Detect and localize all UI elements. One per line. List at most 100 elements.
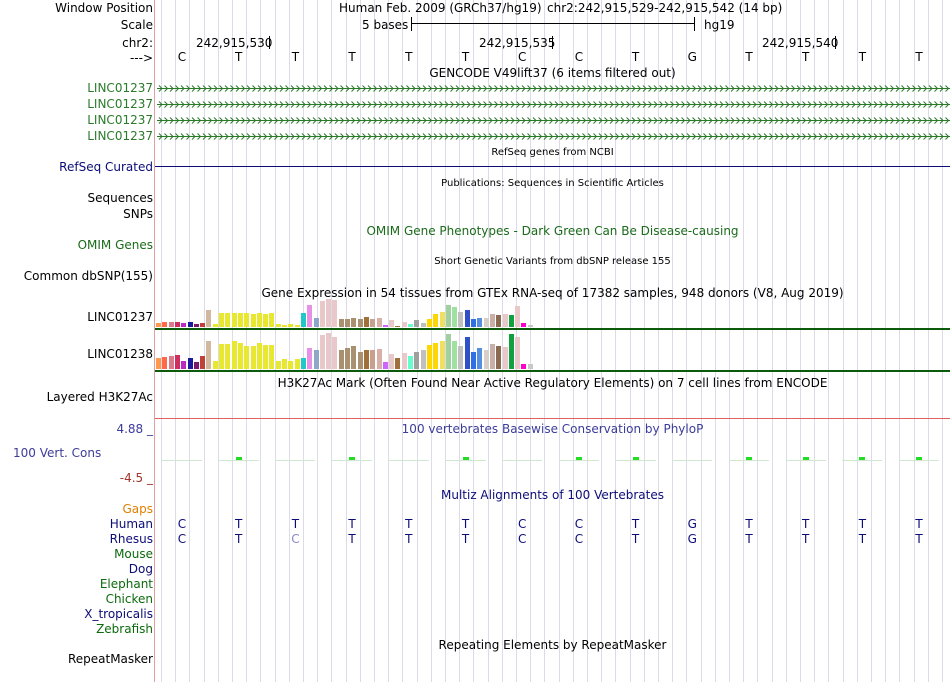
gtex-tissue-bar[interactable]: [181, 323, 187, 327]
gencode-transcript-4[interactable]: [157, 132, 950, 141]
multiz-species-label[interactable]: X_tropicalis: [84, 607, 153, 621]
gtex-tissue-bar[interactable]: [433, 314, 439, 327]
gtex-tissue-bar[interactable]: [363, 350, 369, 369]
gtex-tissue-bar[interactable]: [464, 310, 470, 327]
gtex-tissue-bar[interactable]: [269, 345, 275, 369]
multiz-species-label[interactable]: Chicken: [105, 592, 153, 606]
multiz-species-label[interactable]: Zebrafish: [96, 622, 153, 636]
gtex-title[interactable]: Gene Expression in 54 tissues from GTEx …: [261, 286, 844, 300]
gtex-tissue-bar[interactable]: [445, 334, 451, 369]
gtex-tissue-bar[interactable]: [212, 361, 218, 369]
gtex-tissue-bar[interactable]: [521, 364, 527, 369]
gtex-tissue-bar[interactable]: [471, 319, 476, 327]
gencode-item-2[interactable]: LINC01237: [87, 97, 153, 111]
gtex-tissue-bar[interactable]: [244, 346, 250, 369]
omim-title[interactable]: OMIM Gene Phenotypes - Dark Green Can Be…: [366, 224, 739, 238]
gtex-tissue-bar[interactable]: [376, 349, 382, 369]
gencode-item-3[interactable]: LINC01237: [87, 113, 153, 127]
gtex-tissue-bar[interactable]: [496, 315, 502, 327]
gtex-tissue-bar[interactable]: [193, 324, 199, 327]
gtex-tissue-bar[interactable]: [237, 313, 243, 327]
phylop-score-mark[interactable]: [632, 457, 639, 460]
gtex-tissue-bar[interactable]: [263, 314, 269, 327]
gtex-tissue-bar[interactable]: [445, 305, 451, 327]
gtex-tissue-bar[interactable]: [162, 322, 168, 327]
gtex-tissue-bar[interactable]: [382, 325, 388, 327]
phylop-score-mark[interactable]: [235, 457, 242, 460]
gtex-tissue-bar[interactable]: [433, 343, 439, 369]
gtex-tissue-bar[interactable]: [313, 318, 319, 327]
gtex-tissue-bar[interactable]: [357, 352, 363, 369]
refseq-label[interactable]: RefSeq Curated: [59, 160, 153, 174]
gtex-tissue-bar[interactable]: [332, 300, 338, 327]
label-separator[interactable]: [154, 0, 155, 682]
gtex-tissue-bar[interactable]: [351, 318, 357, 327]
gtex-tissue-bar[interactable]: [389, 354, 395, 369]
refseq-title[interactable]: RefSeq genes from NCBI: [491, 147, 614, 158]
gtex-tissue-bar[interactable]: [345, 319, 350, 327]
gencode-transcript-3[interactable]: [157, 116, 950, 125]
gtex-tissue-bar[interactable]: [439, 341, 445, 369]
gtex-tissue-bar[interactable]: [370, 319, 376, 327]
omim-label[interactable]: OMIM Genes: [77, 238, 153, 252]
h3k27ac-label[interactable]: Layered H3K27Ac: [46, 390, 153, 404]
gtex-gene-1-label[interactable]: LINC01237: [87, 310, 153, 324]
multiz-species-label[interactable]: Mouse: [114, 547, 153, 561]
publications-title[interactable]: Publications: Sequences in Scientific Ar…: [441, 178, 664, 189]
gtex-tissue-bar[interactable]: [250, 346, 256, 369]
gencode-transcript-1[interactable]: [157, 84, 950, 93]
gtex-tissue-bar[interactable]: [326, 299, 332, 327]
gtex-tissue-bar[interactable]: [408, 324, 413, 327]
refseq-gene-line[interactable]: [155, 166, 950, 167]
phylop-score-mark[interactable]: [916, 457, 923, 460]
gencode-transcript-2[interactable]: [157, 100, 950, 109]
gtex-tissue-bar[interactable]: [256, 343, 262, 369]
gtex-tissue-bar[interactable]: [414, 352, 420, 369]
gtex-tissue-bar[interactable]: [156, 323, 161, 327]
publications-snps-label[interactable]: SNPs: [123, 207, 153, 221]
gtex-tissue-bar[interactable]: [181, 361, 187, 369]
gencode-title[interactable]: GENCODE V49lift37 (6 items filtered out): [429, 66, 676, 80]
gtex-tissue-bar[interactable]: [332, 337, 338, 369]
gtex-tissue-bar[interactable]: [471, 352, 476, 369]
gtex-tissue-bar[interactable]: [426, 319, 432, 327]
gtex-tissue-bar[interactable]: [527, 364, 533, 369]
gtex-tissue-bar[interactable]: [168, 322, 174, 327]
gtex-tissue-bar[interactable]: [193, 362, 199, 369]
gtex-tissue-bar[interactable]: [282, 325, 287, 327]
gtex-tissue-bar[interactable]: [307, 348, 313, 369]
gtex-tissue-bar[interactable]: [515, 306, 521, 327]
gtex-tissue-bar[interactable]: [489, 344, 495, 369]
gencode-item-4[interactable]: LINC01237: [87, 129, 153, 143]
gtex-tissue-bar[interactable]: [515, 337, 521, 369]
gtex-tissue-bar[interactable]: [206, 341, 212, 369]
h3k27ac-title[interactable]: H3K27Ac Mark (Often Found Near Active Re…: [277, 376, 828, 390]
gtex-tissue-bar[interactable]: [345, 348, 350, 369]
gtex-tissue-bar[interactable]: [370, 350, 376, 369]
gtex-tissue-bar[interactable]: [206, 310, 212, 327]
gtex-tissue-bar[interactable]: [307, 305, 313, 327]
gtex-tissue-bar[interactable]: [489, 314, 495, 327]
gtex-tissue-bar[interactable]: [401, 322, 407, 327]
gtex-tissue-bar[interactable]: [300, 358, 306, 369]
gtex-tissue-bar[interactable]: [351, 346, 357, 369]
gtex-tissue-bar[interactable]: [420, 323, 426, 327]
gtex-tissue-bar[interactable]: [168, 356, 174, 369]
gtex-tissue-bar[interactable]: [363, 317, 369, 327]
gtex-tissue-bar[interactable]: [319, 301, 325, 327]
phylop-title[interactable]: 100 vertebrates Basewise Conservation by…: [401, 422, 704, 436]
gtex-tissue-bar[interactable]: [508, 334, 514, 369]
gtex-tissue-bar[interactable]: [237, 343, 243, 369]
gtex-tissue-bar[interactable]: [244, 313, 250, 327]
gtex-tissue-bar[interactable]: [313, 350, 319, 369]
gtex-tissue-bar[interactable]: [338, 319, 344, 327]
gtex-tissue-bar[interactable]: [156, 358, 161, 369]
multiz-species-label[interactable]: Rhesus: [109, 532, 153, 546]
gtex-tissue-bar[interactable]: [326, 333, 332, 369]
gtex-tissue-bar[interactable]: [483, 318, 489, 327]
gtex-tissue-bar[interactable]: [319, 335, 325, 369]
multiz-species-label[interactable]: Dog: [128, 562, 153, 576]
gtex-tissue-bar[interactable]: [263, 345, 269, 369]
gtex-tissue-bar[interactable]: [275, 361, 281, 369]
gtex-tissue-bar[interactable]: [452, 341, 458, 369]
